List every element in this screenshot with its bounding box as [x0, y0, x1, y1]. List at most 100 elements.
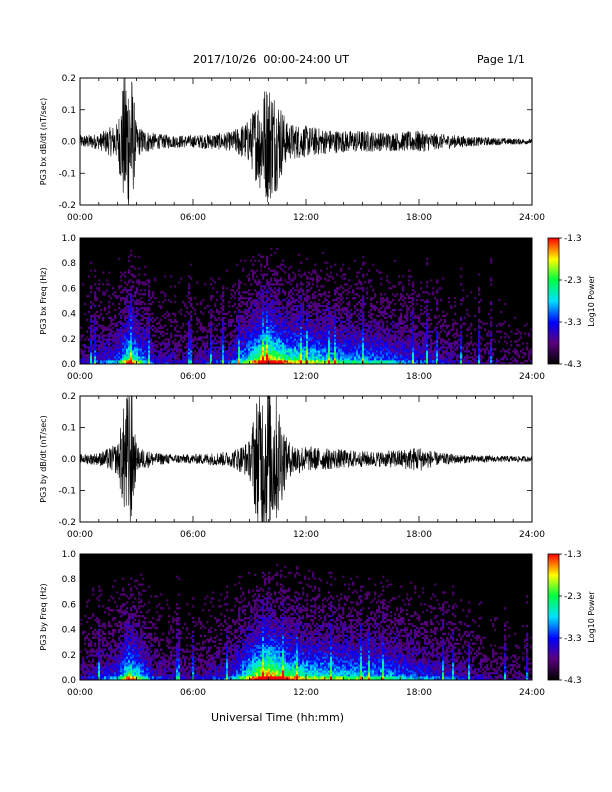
spectrogram-cell	[370, 358, 373, 361]
spectrogram-cell	[96, 287, 99, 290]
spectrogram-cell	[174, 312, 177, 316]
spectrogram-cell	[96, 328, 99, 331]
spectrogram-cell	[276, 328, 279, 331]
spectrogram-cell	[208, 322, 211, 325]
spectrogram-cell	[218, 358, 221, 361]
spectrogram-cell	[376, 336, 379, 339]
spectrogram-cell	[270, 340, 273, 343]
spectrogram-cell	[294, 316, 297, 320]
spectrogram-cell	[136, 360, 139, 363]
spectrogram-cell	[196, 352, 199, 355]
spectrogram-cell	[370, 324, 373, 327]
spectrogram-cell	[322, 350, 325, 353]
spectrogram-cell	[324, 326, 327, 329]
spectrogram-cell	[154, 330, 157, 333]
spectrogram-cell	[262, 314, 265, 318]
spectrogram-cell	[412, 362, 415, 365]
spectrogram-cell	[348, 356, 351, 359]
spectrogram-cell	[386, 324, 389, 327]
spectrogram-cell	[116, 344, 119, 347]
spectrogram-cell	[340, 316, 343, 320]
spectrogram-cell	[124, 302, 127, 306]
spectrogram-cell	[302, 324, 305, 327]
spectrogram-cell	[340, 269, 343, 272]
spectrogram-cell	[394, 308, 397, 312]
spectrogram-cell	[294, 354, 297, 357]
spectrogram-cell	[220, 318, 223, 321]
spectrogram-cell	[130, 306, 133, 310]
spectrogram-cell	[298, 318, 301, 321]
spectrogram-cell	[254, 350, 257, 353]
spectrogram-cell	[106, 328, 109, 331]
spectrogram-cell	[98, 344, 101, 347]
spectrogram-cell	[204, 336, 207, 339]
spectrogram-cell	[202, 340, 205, 343]
spectrogram-cell	[130, 295, 133, 298]
spectrogram-cell	[134, 322, 137, 325]
spectrogram-cell	[110, 358, 113, 361]
spectrogram-cell	[228, 350, 231, 353]
spectrogram-cell	[124, 322, 127, 325]
spectrogram-cell	[358, 348, 361, 351]
spectrogram-cell	[242, 350, 245, 353]
spectrogram-cell	[436, 308, 439, 312]
spectrogram-cell	[238, 328, 241, 331]
spectrogram-cell	[240, 295, 243, 298]
spectrogram-cell	[292, 277, 295, 280]
spectrogram-cell	[332, 314, 335, 318]
spectrogram-cell	[330, 318, 333, 321]
spectrogram-cell	[172, 312, 175, 316]
spectrogram-cell	[136, 310, 139, 314]
spectrogram-cell	[278, 279, 281, 282]
spectrogram-cell	[434, 360, 437, 363]
spectrogram-cell	[380, 338, 383, 341]
spectrogram-cell	[262, 293, 265, 296]
spectrogram-cell	[308, 330, 311, 333]
spectrogram-cell	[226, 358, 229, 361]
spectrogram-cell	[124, 326, 127, 329]
spectrogram-cell	[220, 340, 223, 343]
spectrogram-cell	[108, 350, 111, 353]
spectrogram-cell	[312, 336, 315, 339]
spectrogram-cell	[382, 360, 385, 363]
spectrogram-cell	[258, 302, 261, 306]
spectrogram-cell	[328, 346, 331, 349]
spectrogram-cell	[228, 342, 231, 345]
spectrogram-cell	[384, 310, 387, 314]
spectrogram-cell	[254, 302, 257, 306]
spectrogram-cell	[336, 338, 339, 341]
spectrogram-cell	[264, 301, 267, 304]
spectrogram-cell	[108, 358, 111, 361]
spectrogram-cell	[188, 283, 191, 286]
spectrogram-cell	[248, 350, 251, 353]
spectrogram-cell	[260, 362, 263, 365]
spectrogram-cell	[342, 362, 345, 365]
spectrogram-cell	[414, 346, 417, 349]
spectrogram-cell	[360, 350, 363, 353]
spectrogram-cell	[310, 350, 313, 353]
spectrogram-cell	[210, 283, 213, 286]
spectrogram-cell	[410, 356, 413, 359]
spectrogram-cell	[424, 362, 427, 365]
spectrogram-cell	[434, 352, 437, 355]
spectrogram-cell	[336, 362, 339, 365]
spectrogram-cell	[360, 283, 363, 286]
spectrogram-cell	[330, 265, 333, 268]
spectrogram-cell	[436, 344, 439, 347]
spectrogram-cell	[374, 308, 377, 312]
spectrogram-cell	[266, 289, 269, 292]
spectrogram-cell	[332, 330, 335, 333]
spectrogram-cell	[148, 289, 151, 292]
spectrogram-cell	[354, 283, 357, 286]
spectrogram-cell	[376, 324, 379, 327]
spectrogram-cell	[188, 338, 191, 341]
spectrogram-cell	[236, 306, 239, 310]
spectrogram-cell	[392, 358, 395, 361]
spectrogram-cell	[376, 334, 379, 337]
spectrogram-cell	[136, 308, 139, 312]
spectrogram-cell	[274, 334, 277, 337]
spectrogram-cell	[316, 344, 319, 347]
spectrogram-cell	[80, 326, 83, 329]
spectrogram-cell	[298, 330, 301, 333]
spectrogram-cell	[292, 318, 295, 321]
